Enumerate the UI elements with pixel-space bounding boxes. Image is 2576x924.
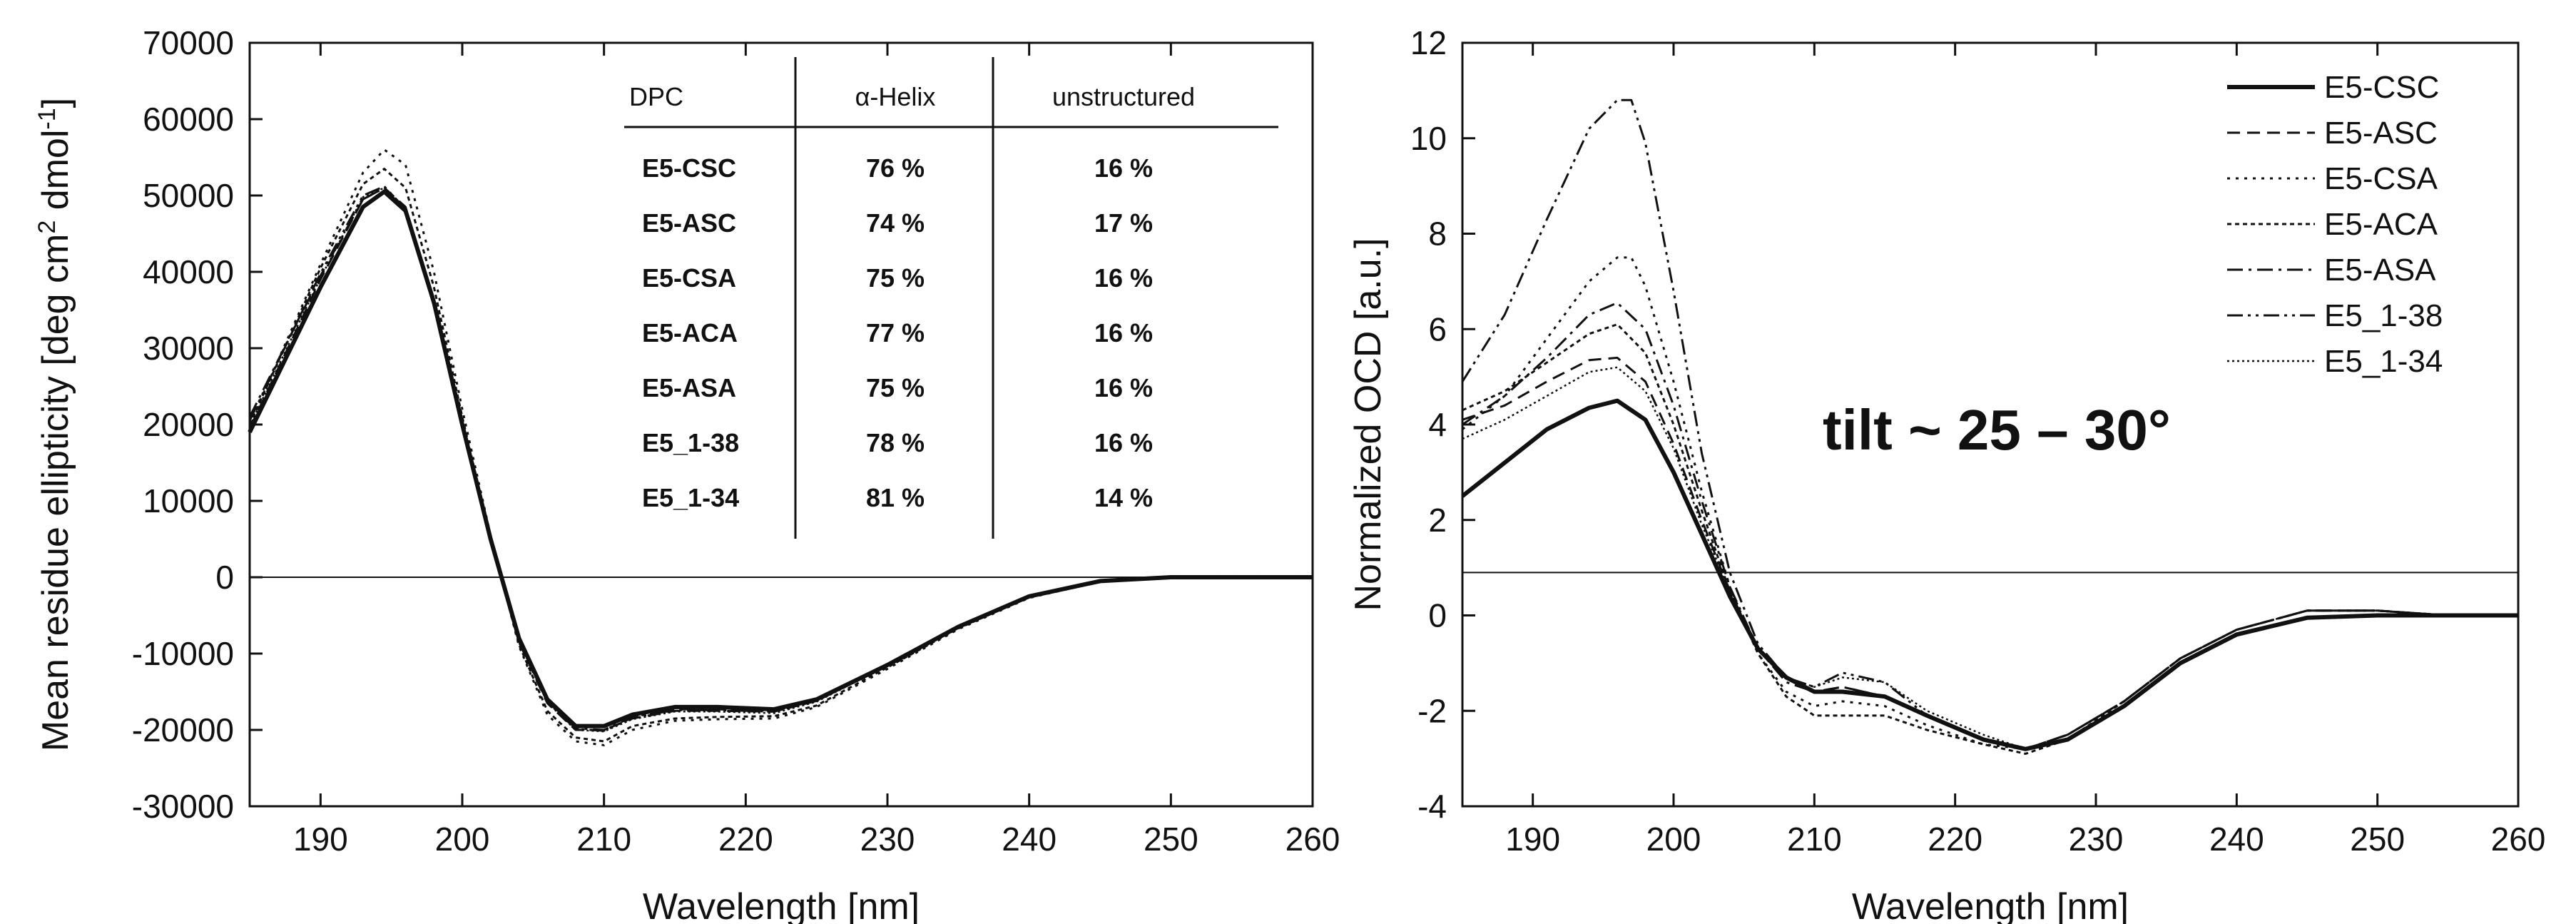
table-cell: E5_1-34: [642, 483, 739, 512]
table-cell: 17 %: [1094, 208, 1153, 238]
x-tick-label: 240: [2209, 821, 2264, 858]
table-cell: E5-ASC: [642, 208, 736, 238]
table-cell: 81 %: [866, 483, 925, 512]
y-tick-label: 0: [1428, 597, 1447, 634]
legend-label: E5-ASA: [2324, 253, 2436, 288]
table-cell: E5_1-38: [642, 428, 739, 457]
y-tick-label: 4: [1428, 406, 1447, 443]
x-tick-label: 260: [2491, 821, 2546, 858]
x-tick-label: 200: [1646, 821, 1701, 858]
axis-ticks: 190 200 210 220 230 240 250 260 -30000 -20000 -100…: [132, 24, 1340, 858]
legend-label: E5_1-38: [2324, 298, 2443, 333]
table-cell: E5-CSC: [642, 153, 736, 183]
x-tick-label: 190: [1505, 821, 1560, 858]
y-axis-title-part-5: ]: [35, 98, 76, 108]
y-tick-label: 10000: [143, 482, 234, 519]
axis-ticks: 190 200 210 220 230 240 250 260 -4 -2 0 2 4 6 8 10 12: [1410, 24, 2546, 858]
cd-spectrum-chart: DPC α-Helix unstructured E5-CSC 76 % 16 % E5-A…: [34, 24, 1340, 924]
table-cell: E5-ACA: [642, 318, 738, 347]
legend-label: E5-ASC: [2324, 116, 2438, 151]
y-tick-label: 12: [1410, 24, 1447, 61]
table-cell: E5-CSA: [642, 263, 736, 293]
series-line: [248, 186, 1313, 731]
y-tick-label: -20000: [132, 711, 234, 748]
x-tick-label: 220: [718, 821, 773, 858]
y-axis-title-sup-4: -1: [34, 108, 61, 129]
y-axis-title-part-1: Mean residue ellipticity [deg cm: [35, 234, 76, 751]
y-axis-title: Normalized OCD [a.u.]: [1348, 238, 1389, 611]
x-tick-label: 230: [860, 821, 915, 858]
y-axis-title-part-3: dmol: [35, 130, 76, 220]
y-tick-label: 30000: [143, 330, 234, 367]
table-cell: 16 %: [1094, 318, 1153, 347]
table-cell: 75 %: [866, 263, 925, 293]
table-cell: 14 %: [1094, 483, 1153, 512]
table-cell: 76 %: [866, 153, 925, 183]
y-tick-label: 50000: [143, 177, 234, 214]
series-line: [1461, 98, 2518, 751]
y-tick-label: 6: [1428, 310, 1447, 347]
series-line: [248, 168, 1313, 743]
table-cell: 75 %: [866, 373, 925, 402]
series-line: [1462, 356, 2518, 751]
secondary-structure-table: DPC α-Helix unstructured E5-CSC 76 % 16 % E5-A…: [624, 57, 1278, 539]
x-tick-label: 240: [1002, 821, 1057, 858]
table-cell: 16 %: [1094, 153, 1153, 183]
x-axis-title: Wavelength [nm]: [1852, 886, 2129, 924]
series-line: [1462, 323, 2518, 755]
ocd-spectrum-chart: 190 200 210 220 230 240 250 260 -4 -2 0 2 4 6 8 10 12 E5…: [1348, 24, 2545, 924]
x-tick-label: 210: [576, 821, 631, 858]
table-cell: 78 %: [866, 428, 925, 457]
legend: E5-CSC E5-ASC E5-CSA E5-ACA E5-ASA E5_1-38 E5_…: [2227, 70, 2443, 379]
x-axis-title: Wavelength [nm]: [643, 886, 920, 924]
table-header: DPC: [629, 82, 683, 111]
y-axis-title-sup-2: 2: [34, 220, 61, 234]
y-tick-label: -10000: [132, 635, 234, 672]
legend-label: E5-CSA: [2324, 161, 2438, 196]
x-tick-label: 220: [1928, 821, 1982, 858]
y-tick-label: 0: [215, 559, 234, 596]
y-tick-label: -4: [1417, 788, 1447, 825]
tilt-annotation: tilt ~ 25 – 30°: [1823, 398, 2171, 462]
x-tick-label: 250: [2350, 821, 2405, 858]
table-cell: 16 %: [1094, 428, 1153, 457]
series-line: [248, 148, 1313, 746]
series-line: [248, 185, 1313, 732]
y-tick-label: -2: [1417, 692, 1447, 729]
y-tick-label: 60000: [143, 101, 234, 138]
table-cell: 16 %: [1094, 263, 1153, 293]
cd-series-group: [248, 148, 1313, 746]
legend-label: E5-ACA: [2324, 207, 2438, 242]
y-tick-label: -30000: [132, 788, 234, 825]
table-cell: 16 %: [1094, 373, 1153, 402]
series-line: [1461, 398, 2518, 751]
legend-label: E5-CSC: [2324, 70, 2439, 105]
series-line: [248, 187, 1313, 733]
table-header: unstructured: [1052, 82, 1195, 111]
series-line: [1462, 366, 2518, 751]
plot-frame: [248, 41, 1314, 808]
x-tick-label: 230: [2069, 821, 2124, 858]
x-tick-label: 260: [1286, 821, 1340, 858]
ocd-series-group: [1461, 98, 2518, 755]
table-header: α-Helix: [855, 82, 936, 111]
y-tick-label: 70000: [143, 24, 234, 61]
y-tick-label: 2: [1428, 502, 1447, 539]
series-line: [248, 189, 1313, 728]
x-tick-label: 210: [1787, 821, 1842, 858]
table-cell: 74 %: [866, 208, 925, 238]
x-tick-label: 190: [293, 821, 348, 858]
x-tick-label: 200: [435, 821, 490, 858]
series-line: [248, 186, 1313, 731]
y-tick-label: 8: [1428, 215, 1447, 253]
y-tick-label: 20000: [143, 406, 234, 443]
y-tick-label: 10: [1410, 120, 1447, 157]
legend-label: E5_1-34: [2324, 344, 2443, 379]
x-tick-label: 250: [1144, 821, 1198, 858]
table-cell: E5-ASA: [642, 373, 736, 402]
y-tick-label: 40000: [143, 253, 234, 290]
table-cell: 77 %: [866, 318, 925, 347]
y-axis-title: Mean residue ellipticity [deg cm2 dmol-1…: [34, 98, 76, 751]
